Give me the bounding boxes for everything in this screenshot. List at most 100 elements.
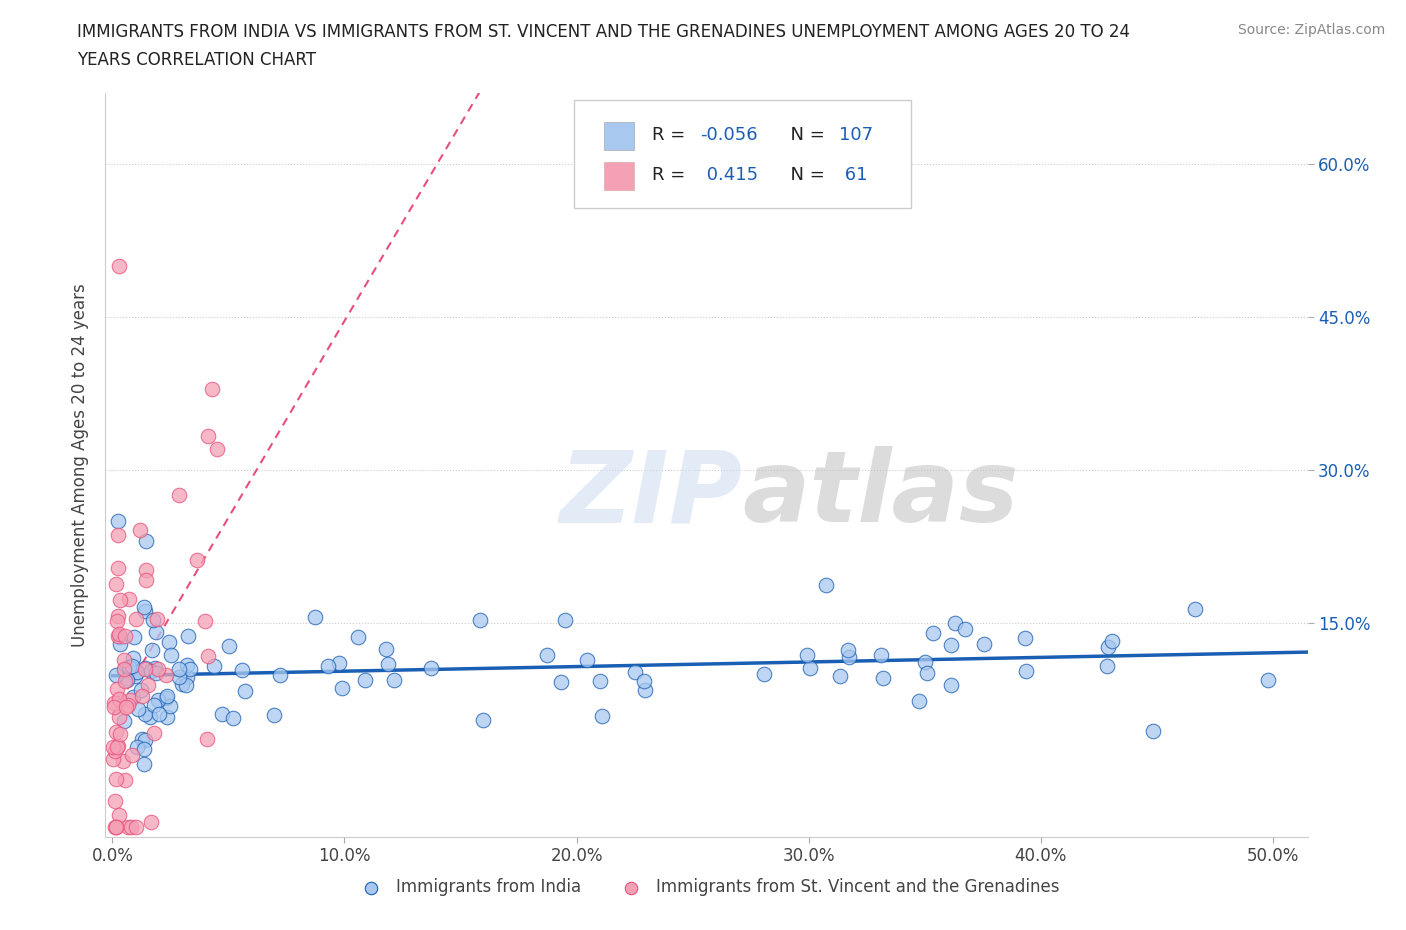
- Point: [202, 658, 225, 673]
- Point: [156, 710, 179, 724]
- Point: [135, 573, 157, 588]
- Point: [117, 671, 139, 685]
- Point: [135, 563, 157, 578]
- Point: [107, 513, 129, 528]
- Point: [420, 660, 443, 675]
- Point: [591, 709, 613, 724]
- Point: [330, 681, 353, 696]
- Point: [222, 711, 245, 726]
- Point: [131, 732, 153, 747]
- Text: 107: 107: [839, 126, 873, 144]
- Point: [328, 656, 350, 671]
- Point: [132, 756, 155, 771]
- Point: [176, 658, 198, 672]
- Point: [796, 648, 818, 663]
- Point: [939, 637, 962, 652]
- Text: atlas: atlas: [742, 446, 1019, 543]
- Point: [471, 712, 494, 727]
- Point: [107, 608, 129, 623]
- Point: [105, 739, 128, 754]
- Point: [1097, 658, 1119, 673]
- Point: [139, 814, 162, 829]
- Point: [112, 662, 135, 677]
- Point: [1101, 633, 1123, 648]
- Y-axis label: Unemployment Among Ages 20 to 24 years: Unemployment Among Ages 20 to 24 years: [72, 283, 90, 647]
- Point: [121, 658, 143, 673]
- Point: [134, 732, 156, 747]
- Point: [145, 625, 167, 640]
- Legend: Immigrants from India, Immigrants from St. Vincent and the Grenadines: Immigrants from India, Immigrants from S…: [347, 871, 1066, 903]
- Point: [108, 726, 131, 741]
- Point: [231, 663, 253, 678]
- Point: [170, 676, 193, 691]
- Point: [107, 561, 129, 576]
- Text: R =: R =: [652, 126, 692, 144]
- Point: [377, 657, 399, 671]
- Point: [872, 671, 894, 685]
- Point: [114, 629, 136, 644]
- Point: [104, 772, 127, 787]
- Point: [143, 661, 166, 676]
- Point: [174, 678, 197, 693]
- Point: [134, 604, 156, 618]
- Point: [108, 637, 131, 652]
- Point: [124, 668, 146, 683]
- Point: [177, 629, 200, 644]
- Point: [134, 599, 156, 614]
- Point: [101, 739, 124, 754]
- Point: [157, 635, 180, 650]
- Point: [125, 739, 148, 754]
- Point: [197, 429, 219, 444]
- Point: [104, 744, 127, 759]
- FancyBboxPatch shape: [605, 162, 634, 190]
- Point: [148, 707, 170, 722]
- Text: ZIP: ZIP: [560, 446, 742, 543]
- Point: [139, 664, 162, 679]
- Point: [815, 578, 838, 592]
- Point: [120, 819, 142, 834]
- Point: [101, 752, 124, 767]
- Point: [536, 648, 558, 663]
- Point: [908, 694, 931, 709]
- Text: -0.056: -0.056: [700, 126, 758, 144]
- Point: [103, 699, 125, 714]
- Point: [118, 591, 141, 606]
- Point: [634, 683, 657, 698]
- Point: [194, 614, 217, 629]
- Point: [121, 748, 143, 763]
- Text: IMMIGRANTS FROM INDIA VS IMMIGRANTS FROM ST. VINCENT AND THE GRENADINES UNEMPLOY: IMMIGRANTS FROM INDIA VS IMMIGRANTS FROM…: [77, 23, 1130, 41]
- Point: [107, 692, 129, 707]
- Point: [108, 259, 131, 273]
- Point: [176, 670, 198, 684]
- Point: [124, 664, 146, 679]
- Point: [121, 651, 143, 666]
- Point: [953, 622, 976, 637]
- Point: [114, 773, 136, 788]
- Point: [156, 688, 179, 703]
- Point: [112, 753, 135, 768]
- Point: [1142, 724, 1164, 738]
- Point: [550, 674, 572, 689]
- Point: [104, 819, 127, 834]
- Point: [105, 819, 128, 834]
- Point: [973, 637, 995, 652]
- Point: [139, 710, 162, 724]
- Point: [131, 688, 153, 703]
- Point: [830, 669, 852, 684]
- Point: [589, 673, 612, 688]
- Point: [108, 630, 131, 644]
- Point: [108, 710, 131, 724]
- Point: [134, 661, 156, 676]
- Point: [104, 819, 127, 834]
- Point: [103, 696, 125, 711]
- Point: [105, 614, 128, 629]
- Point: [107, 527, 129, 542]
- Point: [354, 673, 377, 688]
- Point: [118, 659, 141, 674]
- Point: [145, 666, 167, 681]
- Text: Source: ZipAtlas.com: Source: ZipAtlas.com: [1237, 23, 1385, 37]
- Text: 61: 61: [839, 166, 868, 184]
- Point: [105, 682, 128, 697]
- Point: [179, 662, 201, 677]
- Point: [108, 592, 131, 607]
